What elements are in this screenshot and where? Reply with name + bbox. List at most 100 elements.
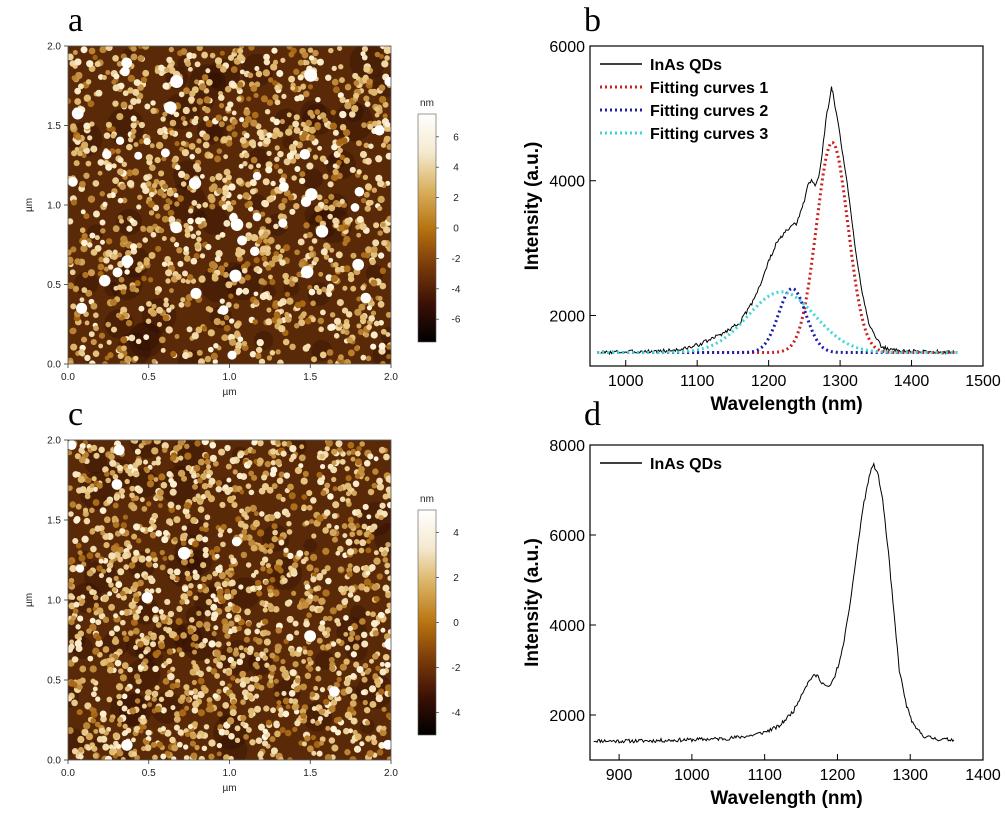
- afm-dot: [376, 573, 383, 580]
- afm-dot: [208, 739, 216, 747]
- afm-dot: [380, 142, 387, 148]
- afm-dot: [253, 291, 259, 297]
- afm-dot: [300, 712, 307, 720]
- afm-dot: [185, 60, 192, 67]
- afm-dot: [253, 257, 260, 264]
- afm-dot: [68, 485, 73, 491]
- afm-x-tick-label: 0.0: [61, 768, 75, 779]
- afm-dot: [322, 589, 330, 597]
- afm-dot: [284, 291, 291, 297]
- afm-dot: [183, 744, 189, 750]
- afm-dot: [331, 78, 339, 86]
- afm-dot: [261, 474, 268, 481]
- afm-dot: [138, 555, 146, 563]
- afm-dot: [87, 242, 93, 248]
- y-tick-label: 2000: [549, 308, 585, 325]
- afm-y-tick-label: 0.0: [47, 756, 61, 767]
- afm-dot: [274, 99, 281, 106]
- afm-dot: [127, 74, 135, 83]
- afm-dot: [302, 344, 310, 352]
- afm-dot: [267, 588, 273, 594]
- afm-dot: [178, 455, 184, 461]
- afm-dot: [180, 116, 186, 121]
- y-tick-label: 4000: [549, 174, 585, 191]
- afm-dot: [208, 549, 216, 556]
- afm-dot: [237, 48, 244, 55]
- afm-dot: [79, 227, 86, 233]
- afm-dot: [257, 751, 264, 758]
- afm-dot: [214, 155, 222, 163]
- afm-dot: [356, 216, 364, 223]
- afm-dot: [77, 550, 83, 556]
- afm-dot: [233, 322, 241, 329]
- afm-dot: [193, 464, 201, 472]
- colorbar-tick-label: 2: [453, 193, 459, 204]
- afm-dot: [229, 709, 237, 717]
- afm-dot: [143, 259, 150, 266]
- afm-dot: [223, 262, 229, 268]
- afm-dot: [294, 630, 300, 636]
- afm-dot: [240, 721, 246, 727]
- afm-dot: [117, 168, 124, 176]
- afm-dot: [122, 552, 129, 560]
- afm-dot: [214, 255, 221, 263]
- afm-dot: [352, 729, 358, 735]
- afm-dot: [299, 444, 305, 450]
- afm-dot: [182, 507, 190, 515]
- afm-dot: [93, 610, 99, 616]
- afm-dot: [120, 522, 127, 529]
- afm-dot: [150, 309, 157, 317]
- afm-dot: [281, 671, 289, 679]
- afm-dot: [85, 477, 92, 484]
- afm-dot: [271, 535, 278, 543]
- afm-dot: [309, 519, 314, 524]
- afm-dot: [130, 97, 138, 106]
- afm-dot: [336, 676, 342, 683]
- afm-dot: [103, 266, 109, 272]
- afm-dot: [165, 269, 173, 277]
- afm-dot: [172, 536, 178, 542]
- afm-dot: [313, 586, 319, 592]
- afm-dot: [171, 744, 179, 752]
- afm-dot: [282, 697, 290, 705]
- afm-dot: [282, 710, 290, 718]
- afm-dot: [316, 514, 324, 522]
- afm-dot: [354, 634, 361, 641]
- afm-dot: [344, 329, 350, 336]
- afm-dot: [190, 233, 197, 239]
- afm-dot: [132, 581, 139, 589]
- afm-dot: [266, 246, 271, 252]
- afm-dot: [203, 621, 211, 629]
- afm-dot: [143, 334, 150, 341]
- afm-dot: [116, 60, 123, 67]
- afm-dot: [385, 486, 391, 494]
- afm-dot: [129, 492, 135, 499]
- afm-dot: [226, 125, 233, 132]
- afm-dot: [244, 506, 252, 513]
- afm-dot: [370, 734, 377, 741]
- afm-dot: [193, 595, 199, 601]
- afm-dot: [384, 684, 391, 692]
- afm-dot: [119, 590, 126, 597]
- afm-dot: [286, 152, 294, 160]
- afm-dot: [341, 307, 349, 314]
- afm-dot: [179, 599, 185, 605]
- afm-dot: [327, 213, 333, 220]
- afm-dot: [98, 727, 106, 734]
- afm-dot: [244, 274, 251, 281]
- afm-dot: [183, 255, 191, 262]
- afm-dot: [307, 84, 314, 90]
- afm-dot: [159, 549, 165, 556]
- afm-dot: [243, 108, 251, 116]
- afm-dot: [308, 251, 315, 258]
- afm-dot: [293, 68, 300, 75]
- afm-dot: [236, 658, 244, 666]
- afm-dot: [366, 539, 371, 544]
- afm-dot: [173, 516, 181, 524]
- afm-dot: [133, 355, 139, 362]
- afm-dot: [219, 50, 225, 56]
- afm-y-tick-label: 0.5: [47, 280, 61, 291]
- afm-dot: [363, 142, 370, 149]
- afm-dot: [160, 753, 167, 760]
- afm-dot: [277, 359, 284, 364]
